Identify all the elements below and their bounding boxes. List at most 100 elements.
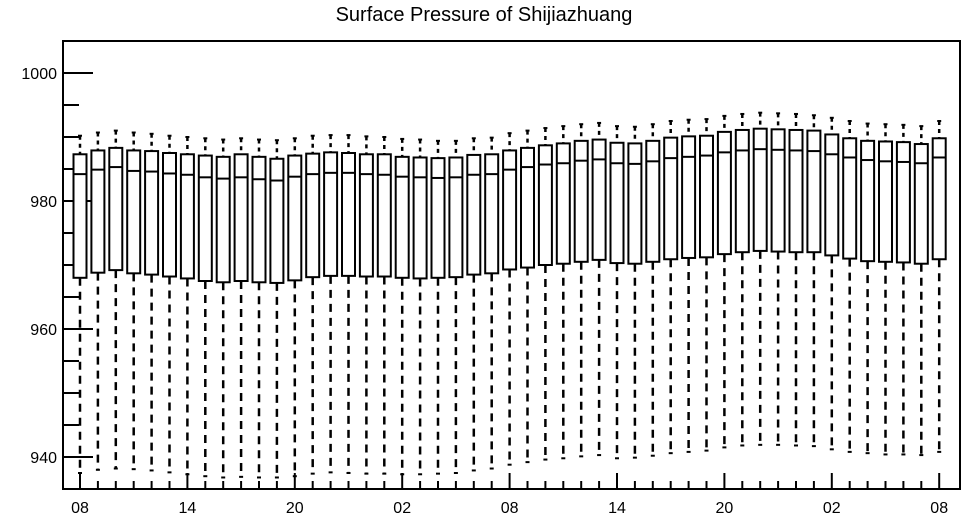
box-plot	[681, 118, 697, 453]
box-plot	[394, 137, 410, 476]
box-plot	[913, 125, 929, 457]
iqr-box	[305, 152, 321, 279]
iqr-box	[806, 129, 822, 254]
box-series	[72, 111, 947, 479]
box-plot	[448, 139, 464, 474]
iqr-box	[913, 143, 929, 265]
iqr-box	[233, 153, 249, 282]
iqr-box	[90, 149, 106, 274]
iqr-box	[376, 153, 392, 278]
box-plot	[484, 136, 500, 470]
iqr-box	[537, 144, 553, 267]
iqr-box	[609, 141, 625, 265]
box-plot	[931, 120, 947, 453]
box-plot	[860, 122, 876, 455]
iqr-box	[197, 154, 213, 282]
box-plot	[770, 112, 786, 446]
iqr-box	[878, 140, 893, 263]
box-plot	[824, 116, 840, 451]
iqr-box	[699, 134, 714, 259]
box-plot	[537, 127, 553, 461]
iqr-box	[72, 153, 88, 279]
box-plot	[90, 131, 106, 471]
iqr-box	[269, 157, 285, 284]
iqr-box	[126, 149, 142, 275]
box-plot	[144, 132, 160, 472]
box-plot	[179, 136, 195, 476]
box-plot	[555, 125, 571, 460]
iqr-box	[860, 139, 876, 263]
iqr-box	[108, 146, 124, 272]
box-plot	[573, 123, 589, 458]
iqr-box	[573, 139, 589, 263]
x-tick-label: 08	[71, 500, 89, 517]
box-plot	[126, 131, 142, 471]
x-tick-label: 14	[608, 500, 626, 517]
iqr-box	[895, 141, 911, 264]
iqr-box	[681, 135, 697, 259]
box-plot	[788, 112, 804, 447]
box-plot	[609, 125, 625, 460]
box-plot	[341, 134, 356, 474]
box-plot	[162, 134, 177, 474]
x-tick-label: 20	[716, 500, 734, 517]
x-tick-label: 08	[501, 500, 519, 517]
box-plot	[699, 118, 714, 452]
box-plot	[716, 114, 732, 449]
box-plot	[466, 137, 482, 472]
iqr-box	[627, 142, 643, 265]
x-tick-label: 02	[823, 500, 841, 517]
tick-labels: 940 960 980 1000 08 14 20 02 08 14 20 02 08	[21, 66, 948, 517]
y-tick-label: 1000	[21, 66, 57, 83]
iqr-box	[430, 157, 446, 279]
iqr-box	[179, 153, 195, 280]
iqr-box	[394, 155, 410, 279]
box-plot	[108, 129, 124, 470]
x-tick-label: 14	[179, 500, 197, 517]
iqr-box	[663, 136, 679, 261]
iqr-box	[287, 154, 303, 282]
x-tick-label: 20	[286, 500, 304, 517]
iqr-box	[358, 153, 374, 278]
box-plot	[358, 135, 374, 475]
box-plot	[806, 114, 822, 448]
box-plot	[376, 136, 392, 475]
iqr-box	[842, 137, 858, 260]
plot-frame	[62, 40, 961, 490]
box-plot	[842, 120, 858, 453]
box-plot	[627, 125, 643, 459]
y-tick-label: 960	[30, 322, 57, 339]
box-plot	[645, 123, 661, 457]
iqr-box	[341, 152, 356, 277]
box-plot	[251, 138, 267, 479]
box-plot	[734, 112, 750, 447]
box-plot	[72, 134, 88, 474]
box-plot	[215, 138, 231, 479]
box-plot	[895, 123, 911, 456]
iqr-box	[466, 153, 482, 276]
iqr-box	[144, 150, 160, 276]
x-tick-label: 02	[393, 500, 411, 517]
iqr-box	[931, 137, 947, 261]
box-plot	[752, 111, 768, 446]
iqr-box	[162, 152, 177, 278]
chart-title: Surface Pressure of Shijiazhuang	[335, 4, 633, 26]
box-plot	[430, 139, 446, 475]
box-plot	[233, 137, 249, 478]
iqr-box	[520, 146, 535, 269]
iqr-box	[502, 149, 518, 271]
iqr-box	[770, 128, 786, 253]
box-plot	[502, 132, 518, 466]
box-plot	[591, 121, 607, 457]
iqr-box	[251, 155, 267, 284]
box-plot	[663, 120, 679, 455]
iqr-box	[215, 155, 231, 284]
box-plot	[269, 139, 285, 479]
iqr-box	[323, 151, 339, 277]
y-tick-label: 940	[30, 450, 57, 467]
iqr-box	[591, 138, 607, 261]
box-plot	[197, 137, 213, 478]
box-plot	[878, 123, 893, 456]
iqr-box	[412, 156, 428, 280]
